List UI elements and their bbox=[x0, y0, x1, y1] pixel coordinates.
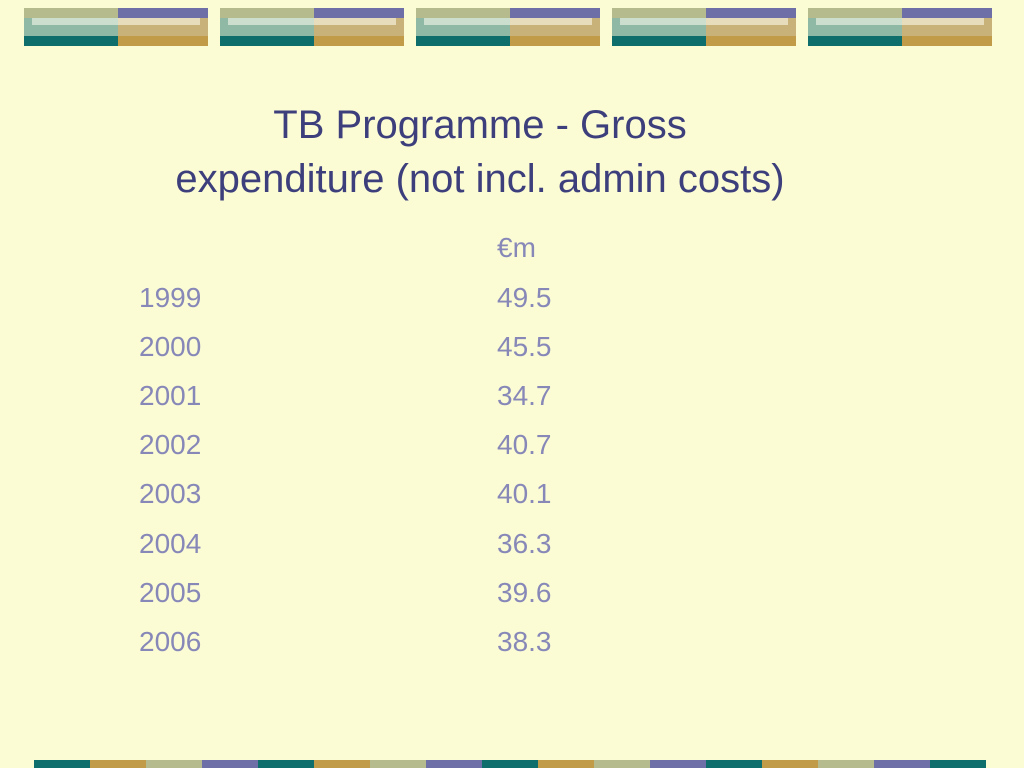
value-cell: 49.5 bbox=[497, 282, 552, 313]
year-cell: 1999 bbox=[139, 282, 202, 313]
band-segment bbox=[202, 760, 258, 768]
band-segment bbox=[594, 760, 650, 768]
value-cell: 34.7 bbox=[497, 380, 552, 411]
year-cell: 2006 bbox=[139, 626, 202, 657]
band-segment bbox=[538, 760, 594, 768]
decorative-block bbox=[416, 8, 600, 46]
decorative-block bbox=[612, 8, 796, 46]
year-cell: 2005 bbox=[139, 577, 202, 608]
unit-header: €m bbox=[497, 232, 536, 263]
year-cell: 2000 bbox=[139, 331, 202, 362]
band-segment bbox=[930, 760, 986, 768]
band-segment bbox=[90, 760, 146, 768]
value-cell: 40.7 bbox=[497, 429, 552, 460]
decorative-block bbox=[808, 8, 992, 46]
value-cell: 39.6 bbox=[497, 577, 552, 608]
slide-title-line1: TB Programme - Gross bbox=[273, 103, 687, 147]
slide-title-line2: expenditure (not incl. admin costs) bbox=[175, 157, 785, 201]
band-segment bbox=[818, 760, 874, 768]
decorative-block bbox=[220, 8, 404, 46]
decorative-block bbox=[24, 8, 208, 46]
value-cell: 45.5 bbox=[497, 331, 552, 362]
year-cell: 2003 bbox=[139, 478, 202, 509]
value-cell: 40.1 bbox=[497, 478, 552, 509]
top-decorative-band bbox=[24, 8, 992, 46]
value-cell: 38.3 bbox=[497, 626, 552, 657]
band-segment bbox=[426, 760, 482, 768]
year-cell: 2002 bbox=[139, 429, 202, 460]
band-segment bbox=[482, 760, 538, 768]
band-segment bbox=[370, 760, 426, 768]
band-segment bbox=[258, 760, 314, 768]
band-segment bbox=[706, 760, 762, 768]
band-segment bbox=[762, 760, 818, 768]
year-cell: 2004 bbox=[139, 528, 202, 559]
band-segment bbox=[650, 760, 706, 768]
bottom-decorative-band bbox=[34, 760, 986, 768]
band-segment bbox=[314, 760, 370, 768]
value-cell: 36.3 bbox=[497, 528, 552, 559]
year-cell: 2001 bbox=[139, 380, 202, 411]
band-segment bbox=[874, 760, 930, 768]
slide-title: TB Programme - Gross expenditure (not in… bbox=[100, 98, 860, 206]
band-segment bbox=[146, 760, 202, 768]
band-segment bbox=[34, 760, 90, 768]
